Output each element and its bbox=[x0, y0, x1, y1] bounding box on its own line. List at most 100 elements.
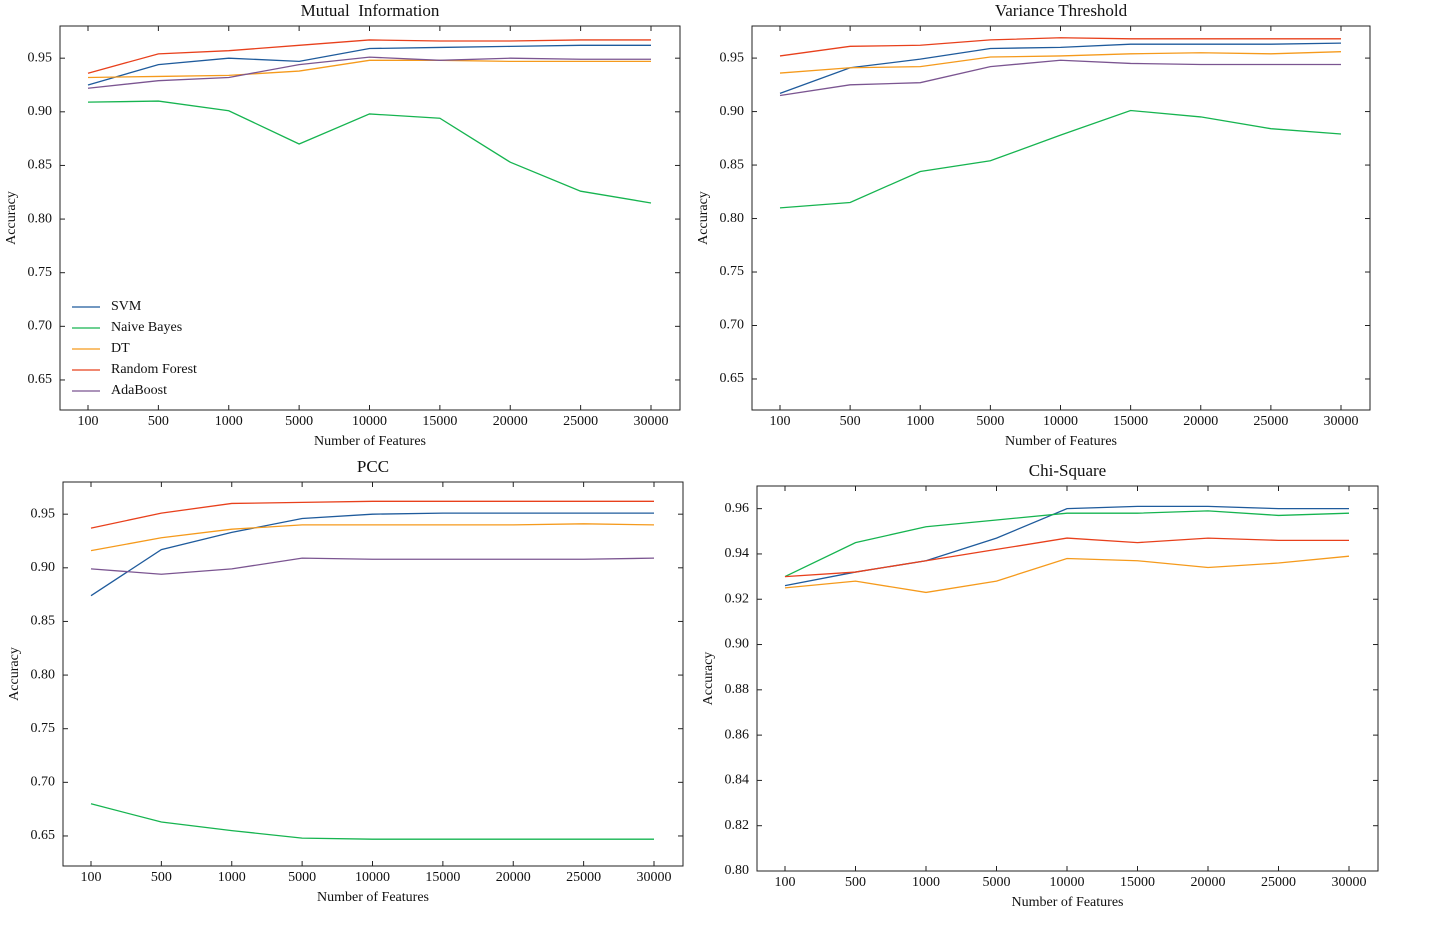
series-line bbox=[87, 56, 651, 89]
series-line bbox=[779, 109, 1342, 209]
series-line bbox=[90, 803, 654, 840]
y-tick-label: 0.94 bbox=[725, 546, 750, 561]
x-tick-label: 25000 bbox=[563, 414, 598, 429]
x-tick-label: 15000 bbox=[422, 414, 457, 429]
x-tick-label: 15000 bbox=[425, 870, 460, 885]
y-tick-label: 0.90 bbox=[31, 560, 56, 575]
y-tick-label: 0.70 bbox=[720, 318, 745, 333]
plot-frame bbox=[751, 25, 1371, 411]
x-tick-label: 100 bbox=[78, 414, 99, 429]
y-tick-label: 0.70 bbox=[31, 775, 56, 790]
y-tick-label: 0.75 bbox=[28, 265, 53, 280]
x-tick-label: 10000 bbox=[355, 870, 390, 885]
series-line bbox=[90, 523, 655, 552]
x-tick-label: 15000 bbox=[1120, 875, 1155, 890]
legend-label: Naive Bayes bbox=[111, 320, 182, 335]
y-tick-label: 0.95 bbox=[28, 50, 53, 65]
x-axis-label: Number of Features bbox=[1005, 434, 1117, 449]
x-tick-label: 500 bbox=[845, 875, 866, 890]
y-tick-label: 0.65 bbox=[31, 828, 56, 843]
series-line bbox=[87, 39, 651, 74]
y-tick-label: 0.85 bbox=[28, 158, 53, 173]
series-line bbox=[90, 500, 654, 529]
y-tick-label: 0.86 bbox=[725, 727, 750, 742]
y-axis-label: Accuracy bbox=[7, 647, 22, 701]
x-tick-label: 20000 bbox=[496, 870, 531, 885]
series-line bbox=[784, 505, 1349, 587]
series-line bbox=[87, 59, 651, 79]
y-tick-label: 0.75 bbox=[720, 264, 745, 279]
y-tick-label: 0.80 bbox=[31, 667, 56, 682]
chart-title: Chi-Square bbox=[1029, 461, 1106, 480]
legend-label: SVM bbox=[111, 299, 142, 314]
y-tick-label: 0.70 bbox=[28, 319, 53, 334]
y-tick-label: 0.90 bbox=[725, 637, 750, 652]
x-tick-label: 10000 bbox=[1050, 875, 1085, 890]
x-tick-label: 1000 bbox=[906, 414, 934, 429]
legend-label: Random Forest bbox=[111, 362, 197, 377]
y-tick-label: 0.96 bbox=[725, 501, 750, 516]
plot-frame bbox=[756, 485, 1379, 872]
y-tick-label: 0.84 bbox=[725, 773, 750, 788]
x-tick-label: 100 bbox=[775, 875, 796, 890]
x-tick-label: 100 bbox=[81, 870, 102, 885]
y-tick-label: 0.90 bbox=[28, 104, 53, 119]
x-axis-label: Number of Features bbox=[317, 890, 429, 905]
x-tick-label: 15000 bbox=[1113, 414, 1148, 429]
x-tick-label: 5000 bbox=[285, 414, 313, 429]
x-tick-label: 500 bbox=[151, 870, 172, 885]
x-tick-label: 100 bbox=[770, 414, 791, 429]
x-tick-label: 5000 bbox=[983, 875, 1011, 890]
x-tick-label: 10000 bbox=[1043, 414, 1078, 429]
x-axis-label: Number of Features bbox=[1012, 895, 1124, 910]
series-line bbox=[784, 537, 1349, 578]
y-tick-label: 0.90 bbox=[720, 104, 745, 119]
series-line bbox=[90, 557, 655, 575]
y-tick-label: 0.95 bbox=[720, 50, 745, 65]
x-tick-label: 1000 bbox=[215, 414, 243, 429]
y-tick-label: 0.80 bbox=[725, 863, 750, 878]
x-tick-label: 5000 bbox=[976, 414, 1004, 429]
x-tick-label: 20000 bbox=[1191, 875, 1226, 890]
x-tick-label: 20000 bbox=[1183, 414, 1218, 429]
x-tick-label: 500 bbox=[148, 414, 169, 429]
y-axis-label: Accuracy bbox=[701, 652, 716, 706]
x-tick-label: 500 bbox=[840, 414, 861, 429]
y-tick-label: 0.65 bbox=[720, 371, 745, 386]
x-tick-label: 30000 bbox=[1332, 875, 1367, 890]
y-tick-label: 0.95 bbox=[31, 506, 56, 521]
y-tick-label: 0.85 bbox=[31, 614, 56, 629]
y-tick-label: 0.80 bbox=[28, 211, 53, 226]
series-line bbox=[784, 510, 1350, 578]
x-tick-label: 25000 bbox=[566, 870, 601, 885]
plot-frame bbox=[62, 481, 684, 867]
y-tick-label: 0.80 bbox=[720, 211, 745, 226]
series-line bbox=[779, 42, 1342, 94]
y-tick-label: 0.85 bbox=[720, 157, 745, 172]
legend-label: AdaBoost bbox=[111, 383, 167, 398]
x-tick-label: 20000 bbox=[493, 414, 528, 429]
x-tick-label: 30000 bbox=[634, 414, 669, 429]
series-line bbox=[784, 555, 1350, 594]
y-axis-label: Accuracy bbox=[696, 191, 711, 245]
x-tick-label: 10000 bbox=[352, 414, 387, 429]
x-tick-label: 25000 bbox=[1253, 414, 1288, 429]
x-tick-label: 5000 bbox=[288, 870, 316, 885]
series-line bbox=[87, 100, 652, 204]
plot-frame bbox=[59, 25, 681, 411]
series-line bbox=[87, 44, 651, 86]
x-tick-label: 30000 bbox=[637, 870, 672, 885]
y-tick-label: 0.88 bbox=[725, 682, 750, 697]
y-tick-label: 0.75 bbox=[31, 721, 56, 736]
chart-title: PCC bbox=[357, 457, 389, 476]
x-tick-label: 1000 bbox=[912, 875, 940, 890]
series-line bbox=[90, 512, 654, 597]
series-line bbox=[779, 59, 1341, 97]
x-axis-label: Number of Features bbox=[314, 434, 426, 449]
series-line bbox=[779, 51, 1342, 74]
y-tick-label: 0.65 bbox=[28, 372, 53, 387]
x-tick-label: 1000 bbox=[218, 870, 246, 885]
y-axis-label: Accuracy bbox=[4, 191, 19, 245]
